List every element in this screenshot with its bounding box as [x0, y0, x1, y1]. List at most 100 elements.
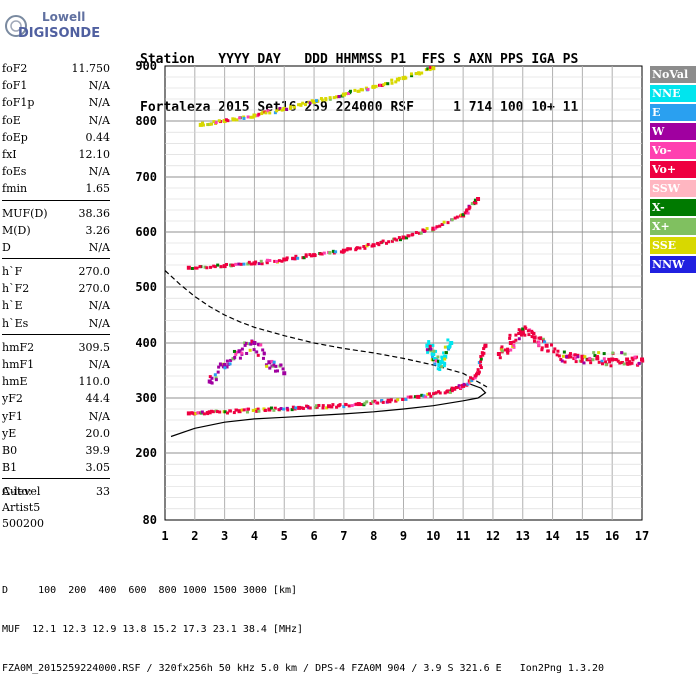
echo-speck	[532, 332, 536, 336]
echo-speck	[240, 347, 244, 351]
echo-speck	[216, 263, 220, 267]
echo-speck	[530, 335, 534, 339]
echo-speck	[550, 343, 554, 347]
echo-speck	[462, 382, 466, 386]
footer-muf-row: MUF 12.1 12.3 12.9 13.8 15.2 17.3 23.1 3…	[2, 624, 304, 635]
echo-speck	[240, 351, 244, 355]
echo-speck	[592, 351, 596, 355]
echo-speck	[257, 262, 261, 266]
echo-speck	[301, 406, 305, 410]
echo-speck	[459, 385, 463, 389]
echo-speck	[193, 266, 197, 270]
echo-speck	[201, 121, 205, 125]
auto-version: 500200	[2, 517, 44, 530]
param-name: M(D)	[2, 223, 31, 237]
echo-speck	[560, 359, 564, 363]
echo-speck	[315, 99, 319, 103]
param-row: h`F 270.0	[2, 263, 110, 280]
echo-speck	[417, 71, 421, 75]
data-point	[371, 84, 376, 89]
echo-speck	[234, 352, 238, 356]
echo-speck	[364, 86, 368, 90]
echo-speck	[437, 390, 441, 394]
echo-speck	[635, 355, 639, 359]
data-point	[425, 343, 430, 348]
echo-speck	[254, 260, 258, 264]
param-row: D N/A	[2, 239, 110, 256]
echo-speck	[626, 362, 630, 366]
data-point	[222, 363, 227, 367]
footer-info: D 100 200 400 600 800 1000 1500 3000 [km…	[2, 558, 604, 688]
param-row: foF2 11.750	[2, 60, 110, 77]
echo-speck	[262, 352, 266, 356]
echo-speck	[216, 370, 220, 374]
echo-speck	[319, 252, 323, 256]
data-point	[431, 66, 436, 71]
echo-speck	[336, 404, 340, 408]
echo-speck	[290, 408, 294, 412]
echo-speck	[322, 251, 326, 255]
echo-speck	[470, 202, 474, 206]
echo-speck	[454, 386, 458, 390]
logo-graphic	[5, 15, 27, 37]
echo-speck	[250, 340, 254, 344]
y-tick-label: 700	[135, 170, 157, 184]
param-value: N/A	[88, 358, 110, 371]
echo-speck	[299, 103, 303, 107]
echo-speck	[442, 364, 446, 368]
echo-speck	[427, 392, 431, 396]
echo-speck	[212, 120, 216, 124]
echo-speck	[291, 405, 295, 409]
echo-speck	[482, 351, 486, 355]
legend-item: E	[650, 104, 696, 121]
echo-speck	[321, 406, 325, 410]
echo-speck	[205, 411, 209, 415]
param-row: fmin 1.65	[2, 180, 110, 197]
echo-speck	[237, 262, 241, 266]
echo-speck	[386, 82, 390, 86]
param-name: foEp	[2, 130, 28, 144]
echo-speck	[296, 256, 300, 260]
echo-speck	[433, 362, 437, 366]
echo-speck	[259, 343, 263, 347]
param-separator	[2, 333, 110, 339]
x-tick-label: 16	[605, 529, 619, 543]
echo-speck	[256, 353, 260, 357]
echo-speck	[320, 252, 324, 256]
echo-speck	[203, 265, 207, 269]
echo-speck	[607, 357, 611, 361]
param-value: 39.9	[85, 443, 111, 457]
echo-speck	[481, 353, 485, 357]
echo-speck	[432, 392, 436, 396]
echo-speck	[455, 215, 459, 219]
param-name: fmin	[2, 182, 28, 196]
data-point	[520, 329, 525, 334]
echo-speck	[479, 366, 483, 370]
data-point	[446, 389, 451, 394]
x-tick-label: 15	[575, 529, 589, 543]
param-value: N/A	[88, 113, 110, 127]
echo-speck	[578, 359, 582, 363]
echo-speck	[314, 406, 318, 410]
param-row: B0 39.9	[2, 442, 110, 459]
echo-speck	[231, 263, 235, 267]
legend-item: Vo-	[650, 142, 696, 159]
echo-speck	[388, 400, 392, 404]
echo-speck	[347, 404, 351, 408]
echo-speck	[509, 348, 513, 352]
echo-speck	[506, 347, 510, 351]
echo-speck	[443, 391, 447, 395]
echo-speck	[426, 350, 430, 354]
echo-speck	[363, 246, 367, 250]
echo-speck	[476, 368, 480, 372]
echo-speck	[247, 260, 251, 264]
echo-speck	[557, 354, 561, 358]
param-name: B0	[2, 443, 18, 457]
param-name: hmF2	[2, 340, 35, 354]
echo-speck	[426, 67, 430, 71]
echo-speck	[325, 406, 329, 410]
param-value: 110.0	[78, 375, 111, 389]
data-point	[595, 356, 600, 361]
echo-speck	[235, 118, 239, 122]
echo-speck	[600, 362, 604, 366]
